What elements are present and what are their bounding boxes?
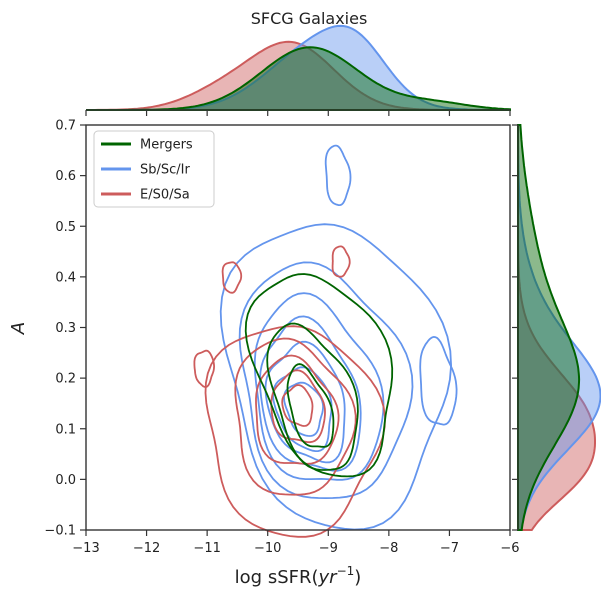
contour-sb-sc-ir	[219, 223, 453, 531]
contour-e-s0-sa	[331, 245, 351, 278]
y-tick-label: 0.6	[55, 169, 76, 184]
x-tick-label: −10	[254, 541, 281, 556]
y-tick-label: 0.4	[55, 270, 76, 285]
right-kde-mergers	[517, 124, 581, 531]
x-tick-label: −6	[500, 541, 519, 556]
y-tick-label: −0.1	[44, 524, 76, 539]
right-kde-sb-sc-ir	[517, 124, 601, 531]
x-tick-label: −13	[72, 541, 99, 556]
y-tick-label: 0.0	[55, 473, 76, 488]
x-tick-label: −12	[133, 541, 160, 556]
y-axis-ticks: −0.1 0.0 0.1 0.2 0.3 0.4 0.5 0.6 0.7	[44, 119, 86, 539]
legend-frame	[93, 130, 215, 208]
contour-e-s0-sa	[193, 349, 216, 388]
y-tick-label: 0.7	[55, 119, 76, 134]
x-tick-label: −7	[440, 541, 459, 556]
legend-label: E/S0/Sa	[140, 188, 190, 203]
contour-sb-sc-ir	[259, 315, 362, 472]
contour-e-s0-sa	[234, 337, 357, 496]
contour-e-s0-sa	[221, 261, 243, 294]
contour-sb-sc-ir	[283, 381, 325, 437]
right-marginal-kde	[512, 124, 601, 531]
contour-e-s0-sa	[270, 369, 326, 444]
legend: Mergers Sb/Sc/Ir E/S0/Sa	[93, 130, 215, 208]
x-axis-ticks: −13 −12 −11 −10 −9 −8 −7 −6	[72, 530, 520, 556]
x-axis-label-exp: −1	[337, 564, 355, 578]
legend-label: Mergers	[140, 138, 193, 153]
x-axis-label-suffix: )	[354, 567, 361, 588]
contour-mergers	[286, 363, 335, 448]
contour-e-s0-sa	[204, 325, 386, 538]
contour-mergers	[244, 273, 394, 478]
contour-sb-sc-ir	[419, 335, 458, 426]
x-tick-label: −8	[379, 541, 398, 556]
x-axis-label-var: yr	[318, 567, 339, 588]
y-axis-label: A	[8, 322, 29, 335]
x-axis-label-prefix: log sSFR(	[235, 567, 319, 588]
top-marginal-kde	[85, 24, 511, 116]
contour-sb-sc-ir	[324, 144, 352, 206]
y-tick-label: 0.5	[55, 220, 76, 235]
legend-label: Sb/Sc/Ir	[140, 163, 190, 178]
contour-e-s0-sa	[281, 384, 314, 427]
x-tick-label: −11	[193, 541, 220, 556]
contour-mergers	[266, 322, 359, 471]
x-axis-label: log sSFR(yr−1)	[235, 564, 362, 588]
chart-title: SFCG Galaxies	[251, 9, 368, 28]
y-tick-label: 0.2	[55, 372, 76, 387]
top-kde-mergers	[86, 46, 511, 111]
y-tick-label: 0.3	[55, 321, 76, 336]
contour-layer	[193, 144, 458, 538]
contour-e-s0-sa	[255, 354, 340, 465]
contour-sb-sc-ir	[264, 340, 346, 464]
y-tick-label: 0.1	[55, 422, 76, 437]
contour-sb-sc-ir	[253, 292, 385, 481]
x-tick-label: −9	[319, 541, 338, 556]
